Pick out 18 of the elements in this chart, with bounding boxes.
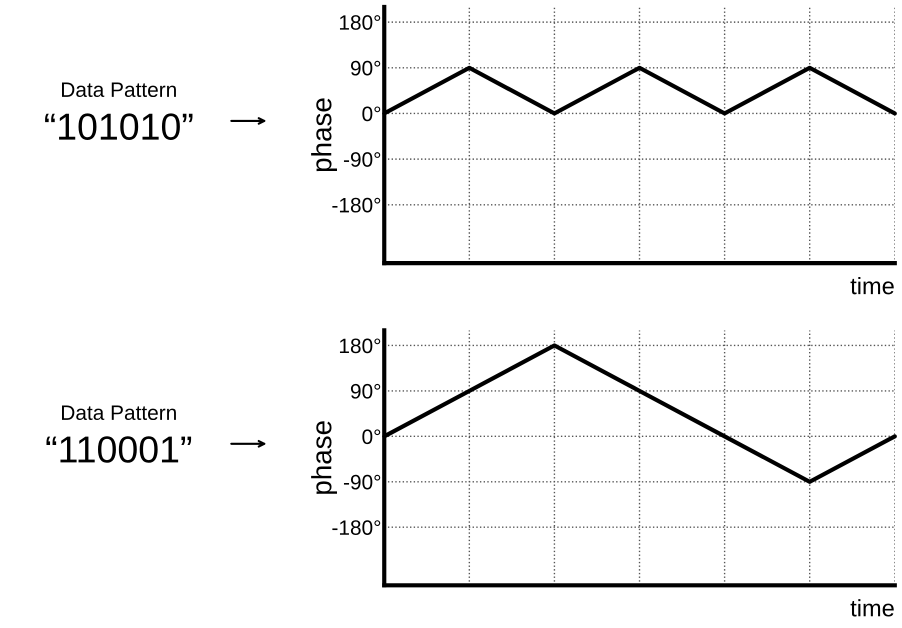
y-tick-label: -90° — [344, 152, 380, 167]
y-axis-title: phase — [311, 98, 338, 172]
text: Data Pattern — [62, 406, 176, 420]
y-tick-label: 180° — [340, 15, 380, 30]
y-tick-label: 0° — [362, 106, 380, 122]
x-axis-title: time — [850, 277, 894, 294]
text: Data Pattern — [62, 82, 176, 98]
text: “101010” — [45, 113, 192, 140]
y-tick-label: 90° — [350, 60, 380, 76]
y-tick-label: 180° — [340, 338, 380, 354]
y-tick-label: 90° — [350, 384, 380, 399]
x-axis-title: time — [850, 599, 894, 617]
y-tick-label: -90° — [344, 474, 380, 490]
text: “110001” — [46, 436, 192, 463]
y-tick-label: 0° — [362, 429, 380, 444]
y-tick-label: -180° — [332, 198, 380, 213]
y-axis-title: phase — [311, 421, 338, 494]
y-tick-label: -180° — [332, 520, 380, 535]
